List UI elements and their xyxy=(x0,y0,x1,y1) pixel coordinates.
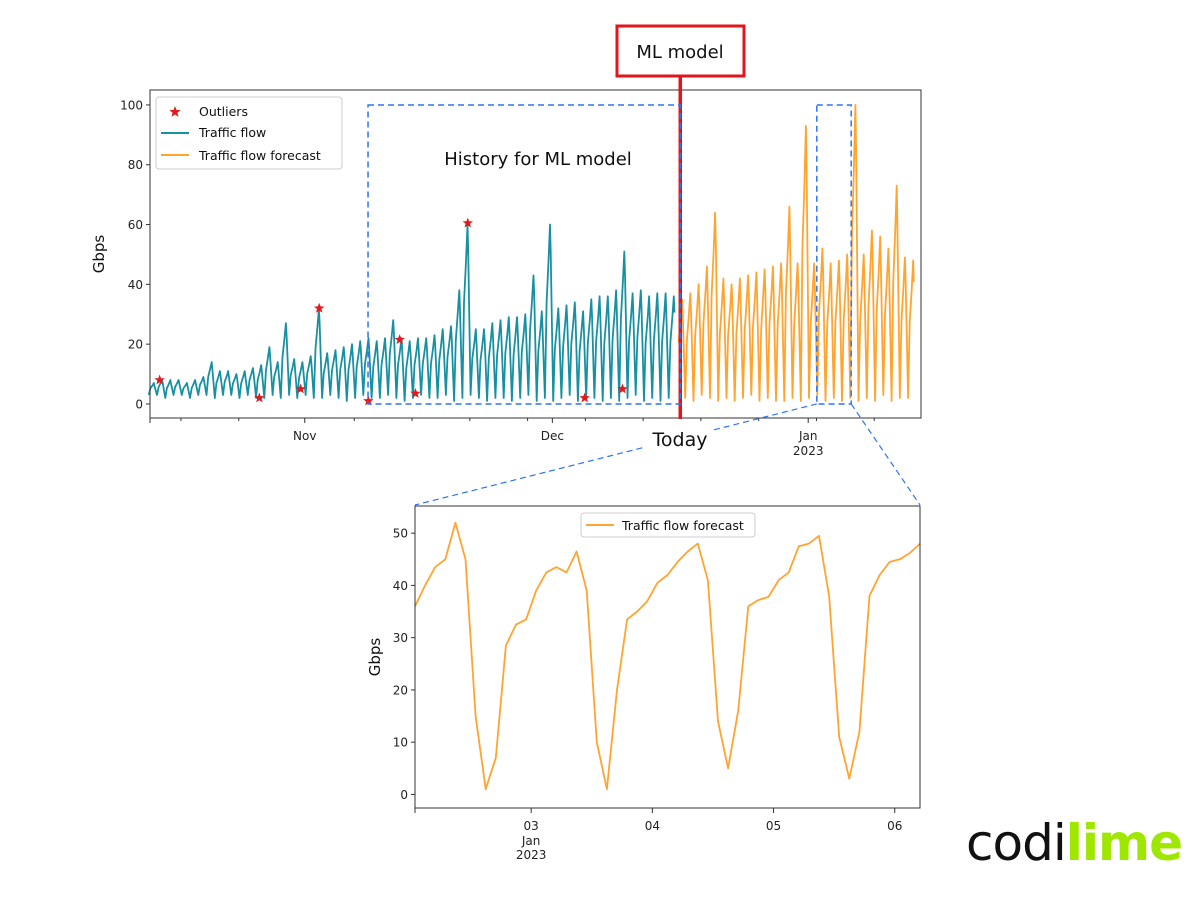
x-tick-label: 05 xyxy=(766,819,781,833)
x-tick-label: 04 xyxy=(645,819,660,833)
outlier-star-marker xyxy=(254,392,265,403)
legend-box xyxy=(155,96,343,170)
legend-entry-outliers: Outliers xyxy=(199,104,248,119)
x-tick-sublabel: Jan xyxy=(521,834,541,848)
zoom-legend-box xyxy=(580,512,756,538)
outlier-star-marker xyxy=(154,374,165,385)
codilime-logo: codilime xyxy=(966,818,1183,868)
y-tick-label: 20 xyxy=(128,338,143,352)
x-tick-label: Dec xyxy=(541,429,564,443)
x-tick-sublabel: 2023 xyxy=(516,848,547,862)
x-tick-label: 06 xyxy=(887,819,902,833)
outlier-star-marker xyxy=(314,302,325,313)
main-chart-marks xyxy=(147,104,915,406)
outlier-star-marker xyxy=(410,388,421,398)
main-y-axis-label: Gbps xyxy=(90,235,108,274)
y-tick-label: 50 xyxy=(393,527,408,541)
y-tick-label: 100 xyxy=(120,98,143,112)
outlier-star-marker xyxy=(363,395,374,406)
zoom-legend: Traffic flow forecast xyxy=(580,512,756,538)
x-tick-label: Jan xyxy=(798,429,818,443)
window-annotations: Today xyxy=(367,104,921,506)
outlier-star-marker xyxy=(579,392,590,403)
today-label: Today xyxy=(652,429,708,451)
ml-model-label: ML model xyxy=(636,42,723,63)
y-tick-label: 60 xyxy=(128,218,143,232)
y-tick-label: 40 xyxy=(393,579,408,593)
y-tick-label: 80 xyxy=(128,158,143,172)
outlier-star-marker xyxy=(295,383,306,394)
outlier-star-marker xyxy=(462,217,473,228)
zoom-connector-left xyxy=(414,403,817,506)
legend-entry-traffic-flow: Traffic flow xyxy=(198,125,266,140)
y-tick-label: 0 xyxy=(400,788,408,802)
zoom-connector-right xyxy=(850,403,921,506)
y-tick-label: 40 xyxy=(128,278,143,292)
history-window-label: History for ML model xyxy=(444,149,632,170)
main-legend: Outliers Traffic flow Traffic flow forec… xyxy=(155,96,343,170)
outlier-star-marker xyxy=(617,383,628,394)
traffic-flow-line xyxy=(147,223,676,402)
zoom-window-box xyxy=(816,104,852,405)
main-plot-frame xyxy=(149,89,922,419)
x-tick-sublabel: 2023 xyxy=(793,444,824,458)
zoom-legend-entry-forecast: Traffic flow forecast xyxy=(621,518,744,533)
logo-text-codi: codi xyxy=(966,814,1067,872)
zoom-plot-frame xyxy=(414,505,921,809)
zoom-forecast-line xyxy=(414,521,921,791)
traffic-flow-forecast-line xyxy=(677,104,915,402)
y-tick-label: 0 xyxy=(135,397,143,411)
logo-text-lime: lime xyxy=(1065,814,1183,872)
y-tick-label: 10 xyxy=(393,736,408,750)
legend-entry-traffic-flow-forecast: Traffic flow forecast xyxy=(198,148,321,163)
outlier-star-marker xyxy=(394,334,405,345)
x-tick-label: 03 xyxy=(524,819,539,833)
legend-outlier-star-icon xyxy=(169,106,181,117)
zoom-y-axis-label: Gbps xyxy=(366,638,384,677)
today-label-background xyxy=(646,427,714,451)
history-window-box xyxy=(367,104,682,405)
y-tick-label: 20 xyxy=(393,683,408,697)
zoom-chart-marks xyxy=(414,521,921,791)
y-tick-label: 30 xyxy=(393,631,408,645)
x-tick-label: Nov xyxy=(293,429,316,443)
